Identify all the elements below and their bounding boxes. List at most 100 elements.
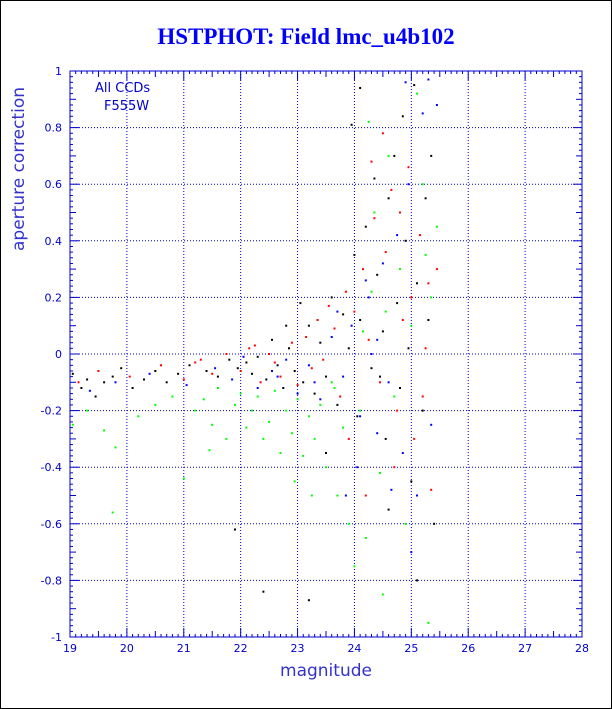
data-point: [120, 367, 123, 370]
data-point: [421, 183, 424, 186]
data-point: [370, 367, 373, 370]
x-tick-label: 25: [404, 642, 418, 655]
data-point: [188, 364, 191, 367]
data-point: [433, 522, 436, 525]
data-point: [376, 338, 379, 341]
data-point: [262, 437, 265, 440]
y-tick-label: 0: [55, 348, 62, 361]
data-point: [285, 324, 288, 327]
x-tick-label: 28: [575, 642, 589, 655]
data-point: [399, 268, 401, 271]
data-point: [94, 395, 97, 398]
data-point: [427, 621, 430, 624]
data-point: [430, 296, 433, 299]
data-point: [370, 353, 373, 355]
data-point: [381, 330, 384, 333]
data-point: [262, 590, 265, 593]
data-point: [325, 452, 327, 454]
data-point: [359, 415, 362, 418]
data-point: [393, 466, 396, 469]
data-point: [239, 370, 242, 372]
data-point: [290, 432, 293, 435]
annotation-filter: F555W: [104, 99, 149, 114]
data-point: [430, 488, 433, 491]
data-point: [271, 370, 273, 372]
x-tick-label: 23: [291, 642, 305, 655]
data-point: [347, 522, 350, 525]
data-point: [225, 353, 228, 355]
data-point: [421, 409, 424, 412]
data-point: [148, 372, 151, 375]
data-point: [410, 480, 413, 483]
data-point: [364, 225, 367, 228]
x-axis-title: magnitude: [280, 661, 372, 681]
data-point: [97, 370, 100, 372]
y-tick-label: -0.2: [41, 405, 62, 418]
data-point: [393, 395, 396, 398]
data-point: [282, 387, 285, 389]
data-point: [430, 423, 433, 426]
data-point: [248, 347, 251, 350]
data-point: [236, 367, 239, 370]
data-point: [271, 338, 273, 341]
data-point: [276, 364, 279, 367]
data-point: [88, 389, 91, 392]
axis-ticks-layer: 19 20 21 22 23 24 25 26 27 28 1 0.8 0.6 0.4 0.2 0 -0.2 -0…: [41, 65, 589, 655]
data-point: [353, 565, 356, 568]
data-point: [307, 324, 310, 327]
data-point: [410, 551, 413, 554]
data-point: [381, 593, 384, 596]
data-point: [211, 423, 214, 426]
data-point: [242, 355, 245, 358]
data-point: [413, 437, 416, 440]
data-point: [273, 361, 276, 364]
data-point: [288, 347, 290, 350]
data-point: [396, 302, 399, 305]
data-point: [347, 347, 350, 350]
data-point: [367, 296, 370, 299]
grid-layer: [70, 71, 582, 637]
data-point: [364, 279, 367, 282]
data-point: [319, 341, 322, 344]
data-point: [333, 327, 336, 330]
data-point: [336, 403, 339, 406]
data-point: [296, 398, 299, 401]
data-point: [336, 494, 339, 497]
data-point: [367, 338, 370, 341]
data-point: [435, 225, 438, 228]
data-point: [339, 395, 342, 398]
data-point: [231, 378, 234, 381]
data-point: [268, 420, 271, 423]
data-point: [165, 381, 168, 384]
data-point: [364, 494, 367, 497]
data-point: [376, 273, 379, 276]
data-point: [205, 370, 208, 372]
data-point: [404, 522, 407, 525]
data-point: [80, 387, 83, 389]
data-point: [313, 392, 316, 395]
y-tick-label: -0.6: [41, 518, 62, 531]
data-point: [293, 370, 296, 372]
data-point: [387, 197, 390, 200]
data-point: [435, 104, 438, 106]
data-point: [390, 188, 393, 191]
data-point: [216, 375, 219, 378]
data-point: [430, 154, 433, 157]
data-point: [202, 398, 205, 401]
x-tick-label: 20: [120, 642, 134, 655]
data-point: [293, 480, 296, 483]
data-point: [381, 132, 384, 135]
data-point: [379, 375, 381, 378]
data-point: [296, 384, 299, 387]
data-point: [177, 372, 180, 375]
data-point: [199, 358, 202, 361]
data-point: [322, 358, 325, 361]
data-point: [114, 446, 117, 449]
data-point: [279, 452, 282, 454]
data-point: [208, 449, 211, 452]
data-point: [137, 415, 140, 418]
data-point: [111, 375, 114, 378]
data-point: [296, 392, 299, 395]
y-tick-label: 0.8: [45, 122, 63, 135]
